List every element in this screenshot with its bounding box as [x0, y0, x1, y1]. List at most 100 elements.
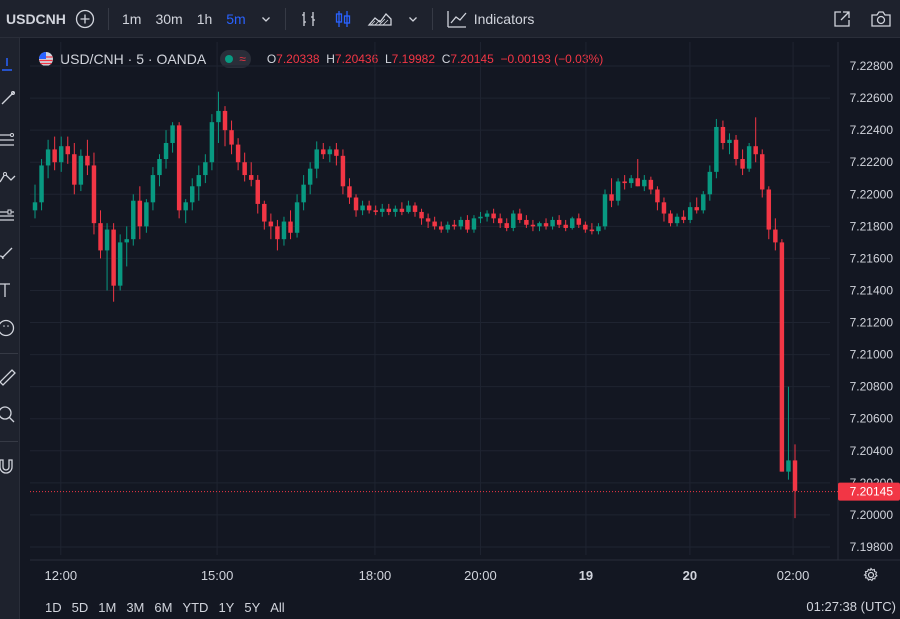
camera-icon [871, 11, 891, 27]
magnet-tool[interactable] [0, 454, 18, 478]
candles-style-button[interactable] [326, 0, 360, 38]
candle [425, 213, 431, 228]
range-6m[interactable]: 6M [154, 599, 173, 615]
candle [517, 208, 523, 224]
candle [589, 223, 595, 235]
chart-legend: USD/CNH · 5 · OANDA ≈ O7.20338 H7.20436 … [38, 47, 603, 71]
emoji-tool[interactable] [0, 316, 18, 340]
range-ytd[interactable]: YTD [182, 599, 209, 615]
wave-icon: ≈ [239, 52, 246, 66]
text-icon [0, 283, 10, 297]
candle [537, 221, 542, 232]
indicators-button[interactable]: Indicators [439, 0, 542, 38]
range-1d[interactable]: 1D [45, 599, 62, 615]
chevron-down-icon [261, 16, 270, 22]
price-chart[interactable]: 7.22800 7.22600 7.22400 7.22200 7.22000 7.218… [0, 0, 900, 595]
candle-body [524, 219, 529, 225]
candle-body [268, 221, 274, 227]
candle [471, 215, 477, 233]
fib-tool[interactable] [0, 128, 18, 152]
drawing-toolbar [0, 38, 20, 619]
utc-clock[interactable]: 01:27:38 (UTC) [806, 599, 896, 614]
candle-body [674, 216, 680, 224]
price-tick-label: 7.20600 [850, 412, 894, 426]
candle-body [583, 224, 588, 230]
candle [583, 221, 588, 233]
candle [661, 197, 667, 222]
symbol-title[interactable]: USD/CNH · 5 · OANDA [60, 51, 207, 67]
range-3m[interactable]: 3M [126, 599, 145, 615]
candle-body [176, 125, 182, 211]
candle [714, 118, 719, 179]
price-tick-label: 7.19800 [850, 540, 894, 554]
chart-settings-icon[interactable] [863, 567, 879, 583]
indicators-label: Indicators [473, 10, 535, 27]
chart-type-dropdown[interactable] [400, 0, 426, 38]
candle [556, 215, 562, 228]
range-1y[interactable]: 1Y [218, 599, 235, 615]
pattern-tool[interactable] [0, 166, 18, 190]
candle [321, 142, 326, 160]
measure-tool[interactable] [0, 364, 18, 388]
candle [419, 208, 424, 225]
high-value: 7.20436 [334, 52, 379, 66]
candle-body [65, 146, 70, 155]
text-tool[interactable] [0, 278, 18, 302]
candle [242, 152, 247, 182]
candle-body [196, 175, 202, 187]
interval-1h[interactable]: 1h [196, 10, 213, 27]
candle-body [570, 218, 575, 228]
brush-tool[interactable] [0, 240, 18, 264]
trend-line-tool[interactable] [0, 86, 18, 110]
screenshot-button[interactable] [862, 0, 900, 38]
range-all[interactable]: All [270, 599, 285, 615]
last-price-tag [838, 482, 900, 501]
crosshair-tool[interactable] [0, 52, 18, 76]
candle-body [563, 224, 568, 228]
candle [602, 189, 608, 230]
candle [766, 186, 772, 240]
last-price-marker: 7.20145 [30, 482, 900, 501]
range-1m[interactable]: 1M [98, 599, 117, 615]
candle [497, 213, 503, 228]
candle-body [779, 242, 785, 472]
candle-body [681, 216, 686, 220]
range-5d[interactable]: 5D [71, 599, 89, 615]
open-new-window-button[interactable] [822, 0, 862, 38]
candle [452, 219, 457, 230]
zoom-tool[interactable] [0, 402, 18, 426]
prediction-tool[interactable] [0, 204, 18, 228]
symbol-search[interactable]: USDCNH [6, 10, 66, 27]
candle [707, 165, 713, 201]
candle-body [740, 159, 745, 169]
candle-body [131, 200, 136, 240]
candle [327, 146, 333, 163]
time-axis: 12:00 15:00 18:00 20:00 19 20 02:00 [45, 568, 810, 583]
candle-body [668, 213, 673, 224]
bars-style-button[interactable] [292, 0, 326, 38]
bars-icon [301, 11, 315, 26]
candle-body [537, 223, 542, 227]
last-price-label: 7.20145 [850, 485, 894, 499]
range-5y[interactable]: 5Y [244, 599, 261, 615]
candle-body [792, 460, 798, 491]
candle [786, 386, 791, 480]
sliders-icon [0, 209, 14, 221]
candle-body [589, 229, 595, 232]
price-tick-label: 7.21800 [850, 219, 894, 233]
candle-body [720, 126, 726, 143]
interval-1m[interactable]: 1m [122, 10, 142, 27]
area-style-button[interactable] [360, 0, 400, 38]
compare-symbol-button[interactable] [68, 0, 102, 38]
candle [386, 203, 392, 216]
interval-5m[interactable]: 5m [226, 10, 246, 27]
candle [380, 203, 385, 217]
candle [609, 178, 614, 208]
candle-body [170, 125, 175, 143]
interval-30m[interactable]: 30m [155, 10, 183, 27]
candle [288, 210, 293, 240]
candle-body [255, 179, 260, 204]
candles-layer [32, 91, 798, 519]
interval-dropdown[interactable] [253, 0, 279, 38]
market-status-pill[interactable]: ≈ [220, 50, 251, 68]
